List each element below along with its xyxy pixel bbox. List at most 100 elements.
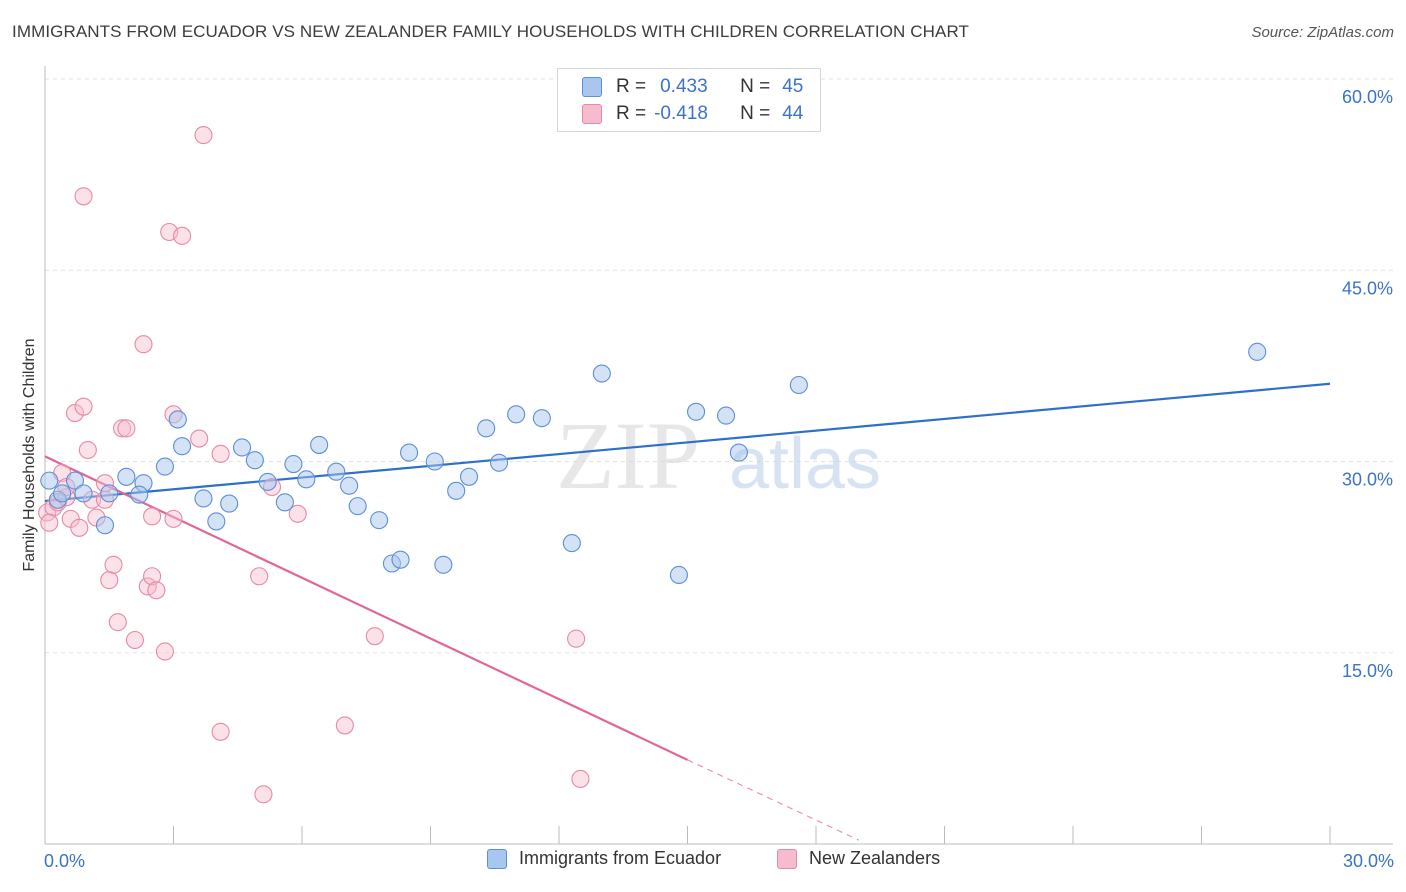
point-newzealanders — [40, 513, 59, 532]
point-ecuador — [117, 467, 136, 486]
point-ecuador — [425, 452, 444, 471]
legend-swatch-pink — [582, 104, 602, 124]
point-newzealanders — [108, 613, 127, 632]
legend-label-ecuador: Immigrants from Ecuador — [519, 848, 722, 868]
watermark-zip: ZIP — [556, 402, 700, 509]
point-ecuador — [100, 484, 119, 503]
x-tick-label-left: 0.0% — [44, 851, 86, 871]
point-ecuador — [207, 512, 226, 531]
point-ecuador — [434, 555, 453, 574]
point-ecuador — [1248, 342, 1267, 361]
point-ecuador — [687, 402, 706, 421]
legend-swatch-pink — [777, 848, 797, 869]
n-value: 44 — [782, 103, 804, 124]
point-ecuador — [40, 471, 59, 490]
axes — [44, 66, 1393, 845]
r-value: -0.418 — [654, 103, 708, 124]
n-label: N = — [740, 103, 771, 124]
point-ecuador — [297, 470, 316, 489]
source-label: Source: ZipAtlas.com — [1251, 24, 1394, 41]
point-newzealanders — [250, 567, 269, 586]
point-newzealanders — [164, 509, 183, 528]
y-tick-labels: 15.0% 30.0% 45.0% 60.0% — [1342, 87, 1393, 681]
point-ecuador — [155, 457, 174, 476]
point-ecuador — [729, 443, 748, 462]
point-ecuador — [220, 494, 239, 513]
grid-lines — [45, 78, 1393, 654]
point-newzealanders — [194, 126, 213, 145]
n-value: 45 — [782, 76, 804, 97]
point-ecuador — [400, 443, 419, 462]
point-ecuador — [391, 550, 410, 569]
point-ecuador — [232, 438, 252, 457]
point-ecuador — [310, 435, 329, 454]
point-ecuador — [53, 484, 72, 503]
data-points — [38, 126, 1267, 804]
y-tick-label: 15.0% — [1342, 661, 1393, 681]
point-ecuador — [716, 406, 736, 425]
point-newzealanders — [365, 627, 384, 646]
point-newzealanders — [104, 555, 123, 574]
point-ecuador — [74, 484, 93, 503]
point-ecuador — [65, 471, 85, 490]
r-value: 0.433 — [660, 76, 708, 97]
trend-line-newzealanders-extension — [687, 759, 860, 841]
point-newzealanders — [335, 716, 354, 735]
point-ecuador — [348, 497, 367, 516]
point-newzealanders — [173, 226, 192, 245]
point-newzealanders — [190, 429, 209, 448]
point-newzealanders — [571, 769, 590, 789]
point-ecuador — [507, 405, 526, 424]
y-tick-label: 45.0% — [1342, 278, 1393, 298]
point-newzealanders — [288, 504, 307, 523]
y-tick-label: 60.0% — [1342, 87, 1393, 107]
point-ecuador — [173, 437, 192, 456]
point-ecuador — [459, 467, 479, 486]
point-ecuador — [168, 410, 187, 429]
point-newzealanders — [138, 577, 157, 596]
point-ecuador — [370, 511, 389, 530]
point-ecuador — [789, 375, 808, 395]
y-tick-label: 30.0% — [1342, 470, 1393, 490]
point-newzealanders — [74, 187, 93, 206]
legend-item-newzealanders[interactable]: New Zealanders — [777, 848, 940, 869]
point-ecuador — [532, 409, 551, 428]
point-newzealanders — [147, 581, 166, 600]
point-newzealanders — [134, 335, 153, 354]
point-ecuador — [245, 451, 264, 470]
point-newzealanders — [143, 507, 162, 526]
point-ecuador — [562, 534, 581, 553]
point-ecuador — [130, 485, 149, 504]
point-newzealanders — [567, 629, 586, 648]
point-ecuador — [327, 462, 346, 481]
point-ecuador — [489, 453, 509, 472]
legend-swatch-blue — [582, 77, 602, 97]
n-label: N = — [740, 76, 771, 97]
point-newzealanders — [155, 642, 174, 661]
point-newzealanders — [211, 722, 230, 741]
legend-item-ecuador[interactable]: Immigrants from Ecuador — [487, 848, 721, 869]
correlation-legend: R = 0.433 N = 45 R = -0.418 N = 44 — [557, 68, 821, 132]
point-newzealanders — [254, 785, 273, 804]
point-ecuador — [669, 565, 688, 585]
legend-label-newzealanders: New Zealanders — [809, 848, 941, 868]
point-ecuador — [194, 489, 213, 508]
point-ecuador — [340, 476, 359, 495]
legend-row-newzealand: R = -0.418 N = 44 — [582, 102, 803, 126]
chart-title: IMMIGRANTS FROM ECUADOR VS NEW ZEALANDER… — [12, 22, 970, 41]
point-newzealanders — [113, 419, 132, 438]
point-newzealanders — [125, 630, 144, 650]
point-ecuador — [592, 364, 611, 383]
point-ecuador — [258, 472, 277, 491]
r-label: R = — [616, 76, 647, 97]
point-newzealanders — [117, 419, 136, 438]
point-newzealanders — [78, 440, 97, 460]
legend-row-ecuador: R = 0.433 N = 45 — [582, 75, 803, 99]
point-newzealanders — [74, 397, 93, 416]
point-ecuador — [95, 516, 115, 535]
point-newzealanders — [70, 518, 89, 537]
point-ecuador — [284, 454, 303, 474]
point-newzealanders — [143, 567, 162, 586]
point-newzealanders — [211, 444, 230, 463]
